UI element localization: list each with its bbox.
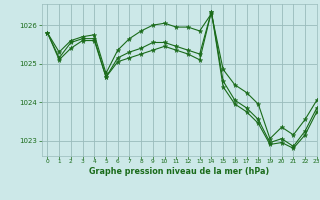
X-axis label: Graphe pression niveau de la mer (hPa): Graphe pression niveau de la mer (hPa): [89, 167, 269, 176]
